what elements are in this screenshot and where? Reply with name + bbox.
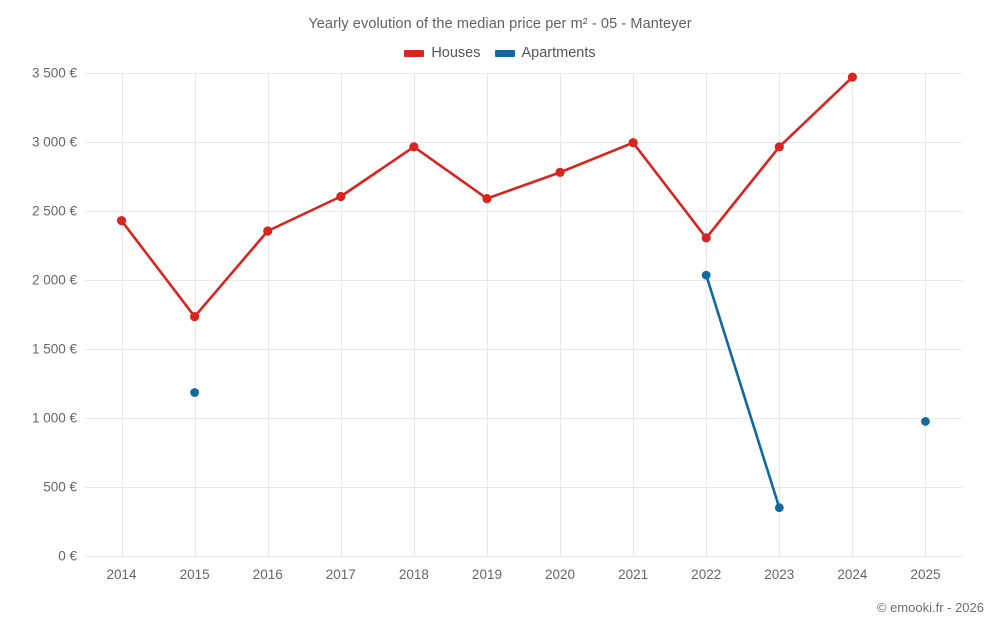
x-axis-tick-label: 2021 bbox=[618, 567, 649, 582]
gridline-horizontal bbox=[85, 487, 962, 488]
chart-title: Yearly evolution of the median price per… bbox=[308, 16, 692, 32]
legend-swatch-houses bbox=[404, 49, 425, 57]
data-point-apartments[interactable] bbox=[190, 388, 200, 397]
gridline-vertical bbox=[633, 73, 635, 556]
gridline-vertical bbox=[925, 73, 927, 556]
x-axis-tick-label: 2019 bbox=[471, 567, 502, 582]
legend-label-apartments: Apartments bbox=[521, 45, 596, 61]
data-point-apartments[interactable] bbox=[921, 417, 930, 426]
x-axis-tick-label: 2024 bbox=[837, 567, 868, 582]
y-axis-tick-label: 3 500 € bbox=[31, 65, 77, 81]
data-point-houses[interactable] bbox=[701, 233, 711, 243]
gridline-horizontal bbox=[85, 142, 962, 143]
x-axis-tick-label: 2022 bbox=[691, 567, 722, 582]
gridline-vertical bbox=[706, 73, 708, 556]
data-point-houses[interactable] bbox=[847, 72, 857, 82]
gridline-horizontal bbox=[85, 556, 962, 557]
legend-swatch-apartments bbox=[494, 49, 515, 57]
data-point-apartments[interactable] bbox=[701, 270, 711, 280]
gridline-vertical bbox=[852, 73, 854, 556]
data-point-houses[interactable] bbox=[482, 193, 492, 204]
x-axis-tick-label: 2015 bbox=[179, 567, 210, 582]
series-line-apartments bbox=[704, 273, 781, 509]
x-axis-tick-label: 2025 bbox=[910, 567, 941, 582]
chart-legend: Houses Apartments bbox=[0, 45, 1000, 61]
x-axis-tick-label: 2023 bbox=[764, 567, 795, 582]
y-axis-tick-label: 2 000 € bbox=[31, 272, 77, 288]
y-axis-tick-label: 3 000 € bbox=[31, 134, 77, 150]
x-axis-tick-label: 2016 bbox=[252, 567, 283, 582]
x-axis-tick-label: 2018 bbox=[398, 567, 429, 582]
legend-item-apartments[interactable]: Apartments bbox=[494, 45, 596, 61]
y-axis-tick-label: 1 000 € bbox=[31, 410, 77, 426]
gridline-vertical bbox=[340, 73, 342, 556]
data-point-houses[interactable] bbox=[409, 142, 419, 152]
gridline-vertical bbox=[779, 73, 781, 556]
gridline-horizontal bbox=[85, 211, 962, 212]
y-axis-tick-label: 0 € bbox=[58, 548, 77, 564]
data-point-houses[interactable] bbox=[263, 226, 273, 236]
data-point-houses[interactable] bbox=[555, 167, 565, 177]
gridline-vertical bbox=[267, 73, 269, 556]
gridline-horizontal bbox=[85, 73, 962, 74]
data-point-houses[interactable] bbox=[336, 191, 346, 202]
gridline-vertical bbox=[413, 73, 415, 556]
data-point-apartments[interactable] bbox=[774, 503, 784, 513]
gridline-vertical bbox=[121, 73, 123, 556]
x-axis-tick-label: 2017 bbox=[325, 567, 356, 582]
y-axis-tick-label: 1 500 € bbox=[31, 341, 77, 357]
data-point-houses[interactable] bbox=[190, 311, 200, 322]
gridline-vertical bbox=[486, 73, 488, 556]
footer-credit: © emooki.fr - 2026 bbox=[876, 600, 984, 615]
legend-item-houses[interactable]: Houses bbox=[404, 45, 481, 61]
y-axis-tick-label: 2 500 € bbox=[31, 203, 77, 219]
data-point-houses[interactable] bbox=[774, 142, 784, 152]
gridline-horizontal bbox=[85, 349, 962, 350]
gridline-horizontal bbox=[85, 280, 962, 281]
legend-label-houses: Houses bbox=[431, 45, 481, 61]
data-point-houses[interactable] bbox=[628, 138, 638, 148]
gridline-vertical bbox=[560, 73, 562, 556]
gridline-horizontal bbox=[85, 418, 962, 419]
data-point-houses[interactable] bbox=[116, 216, 127, 226]
x-axis-tick-label: 2014 bbox=[106, 567, 137, 582]
x-axis-tick-label: 2020 bbox=[545, 567, 576, 582]
y-axis-tick-label: 500 € bbox=[43, 479, 77, 495]
